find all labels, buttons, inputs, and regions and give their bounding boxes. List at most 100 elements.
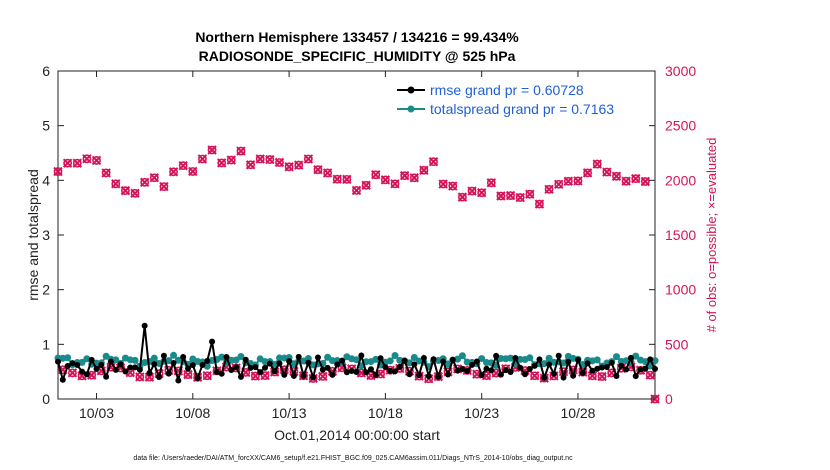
totalspread-point — [112, 356, 120, 364]
rmse-point — [98, 361, 105, 368]
obs-evaluated-point — [318, 371, 328, 382]
obs-evaluated-point — [505, 190, 516, 201]
rmse-point — [146, 369, 153, 376]
totalspread-point — [458, 352, 466, 360]
obs-possible-point — [202, 371, 212, 381]
obs-evaluated-point — [621, 176, 631, 186]
chart-title-line1: Northern Hemisphere 133457 / 134216 = 99… — [195, 29, 519, 45]
obs-evaluated-point — [563, 176, 574, 186]
totalspread-point — [271, 360, 279, 368]
rmse-point — [454, 367, 461, 374]
rmse-point — [497, 371, 504, 378]
obs-possible-point — [275, 158, 284, 167]
obs-evaluated-point — [245, 160, 256, 170]
rmse-point — [406, 371, 413, 378]
rmse-point — [459, 366, 466, 373]
obs-possible-point — [433, 372, 443, 381]
totalspread-point — [78, 358, 86, 366]
obs-possible-point — [82, 154, 92, 164]
totalspread-point — [83, 355, 91, 363]
left-tick-label: 6 — [42, 63, 50, 79]
rmse-point — [565, 358, 572, 365]
rmse-point — [560, 374, 567, 381]
obs-possible-point — [352, 186, 361, 195]
x-axis: 10/03 10/08 10/13 10/18 10/23 10/28 — [79, 71, 596, 421]
rmse-point — [363, 369, 370, 376]
obs-possible-point — [621, 176, 631, 186]
x-axis-label: Oct.01,2014 00:00:00 start — [274, 427, 440, 443]
rmse-point — [55, 358, 61, 365]
totalspread-point — [304, 355, 312, 363]
obs-evaluated-point — [111, 179, 121, 189]
rmse-point — [199, 361, 206, 368]
obs-evaluated-point — [342, 174, 352, 185]
obs-possible-point — [645, 370, 655, 380]
rmse-point — [247, 364, 254, 371]
plot-area — [57, 70, 656, 400]
obs-evaluated-point — [202, 371, 212, 381]
right-tick-label: 0 — [665, 391, 673, 407]
obs-evaluated-point — [332, 174, 342, 184]
obs-evaluated-point — [62, 158, 73, 168]
chart-title-line2: RADIOSONDE_SPECIFIC_HUMIDITY @ 525 hPa — [199, 48, 516, 64]
obs-possible-point — [111, 179, 121, 189]
rmse-point — [594, 365, 601, 372]
obs-possible-point — [380, 175, 390, 185]
rmse-point — [522, 371, 529, 378]
obs-evaluated-point — [597, 371, 607, 382]
totalspread-point — [593, 356, 601, 364]
totalspread-point — [64, 354, 72, 362]
obs-evaluated-point — [120, 185, 131, 196]
right-tick-label: 2000 — [665, 172, 696, 188]
obs-evaluated-point — [611, 171, 622, 181]
left-tick-label: 5 — [42, 118, 50, 134]
obs-possible-point — [72, 158, 82, 168]
rmse-point — [64, 363, 71, 370]
rmse-point — [281, 371, 288, 378]
obs-possible-point — [597, 372, 607, 381]
obs-evaluated-point — [82, 154, 92, 164]
obs-evaluated-point — [207, 145, 217, 155]
rmse-point — [151, 361, 158, 368]
rmse-point — [613, 372, 620, 379]
x-tick-label: 10/13 — [272, 405, 307, 421]
rmse-point — [348, 368, 355, 375]
obs-evaluated-point — [178, 160, 188, 171]
obs-evaluated-point — [216, 158, 227, 168]
left-tick-label: 4 — [42, 172, 50, 188]
obs-evaluated-point — [130, 188, 140, 199]
rmse-point — [358, 352, 365, 359]
rmse-point — [603, 364, 610, 371]
totalspread-point — [478, 355, 486, 363]
totalspread-point — [170, 351, 178, 359]
rmse-point — [59, 376, 66, 383]
y-axis-label-left: rmse and totalspread — [25, 169, 41, 301]
rmse-point — [242, 356, 249, 363]
obs-evaluated-point — [294, 160, 304, 170]
left-tick-label: 0 — [42, 391, 50, 407]
rmse-point — [632, 373, 639, 380]
obs-possible-point — [592, 159, 602, 169]
right-tick-label: 1000 — [665, 282, 696, 298]
rmse-point — [377, 355, 384, 362]
obs-evaluated-point — [67, 368, 78, 378]
obs-evaluated-point — [645, 370, 655, 380]
rmse-point — [329, 371, 336, 378]
obs-possible-point — [419, 165, 429, 175]
rmse-point — [334, 361, 341, 368]
x-tick-label: 10/18 — [368, 405, 403, 421]
obs-possible-point — [178, 161, 188, 171]
obs-evaluated-point — [419, 165, 429, 175]
left-tick-label: 1 — [42, 336, 50, 352]
totalspread-point — [232, 356, 240, 364]
totalspread-point — [261, 358, 269, 366]
totalspread-point — [150, 354, 158, 362]
rmse-point — [122, 368, 129, 375]
obs-possible-point — [409, 173, 419, 183]
obs-possible-point — [506, 191, 515, 200]
rmse-point — [502, 367, 509, 374]
rmse-point — [618, 362, 625, 369]
obs-possible-point — [400, 171, 410, 181]
obs-evaluated-point — [448, 181, 458, 191]
obs-possible-point — [198, 154, 207, 164]
